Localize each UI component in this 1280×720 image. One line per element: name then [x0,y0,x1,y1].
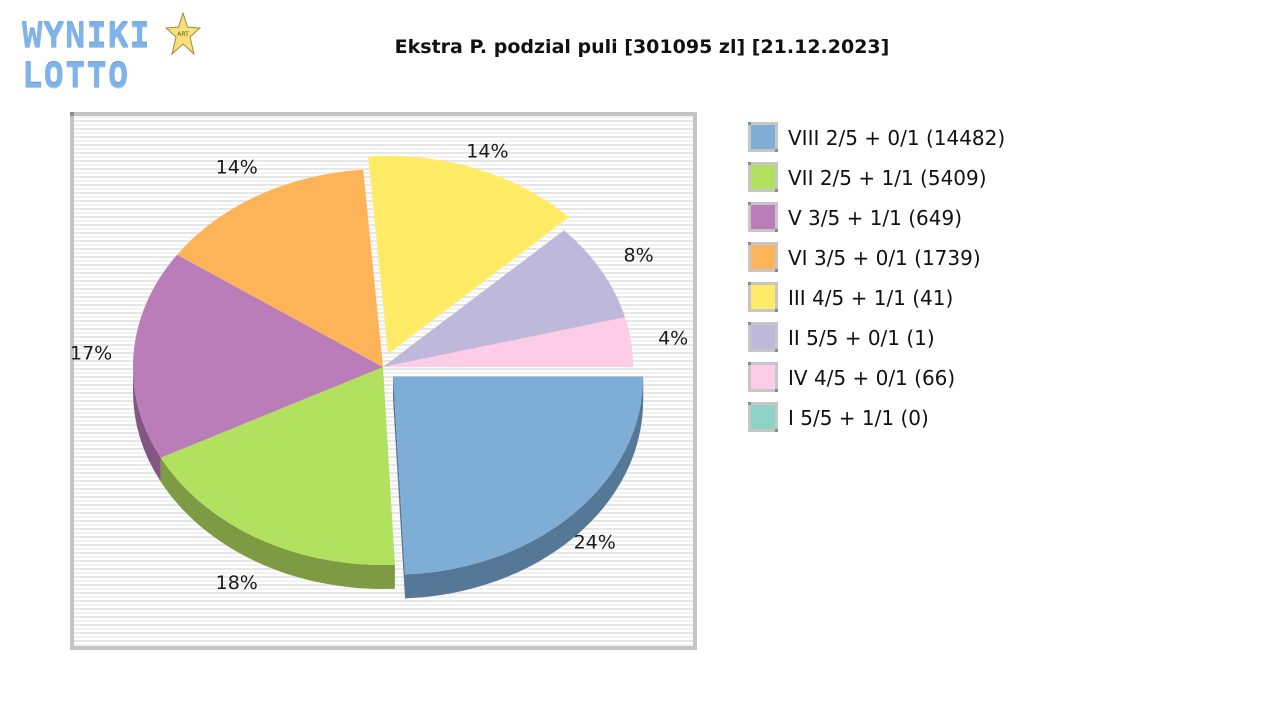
legend-swatch [748,162,778,192]
legend-swatch [748,122,778,152]
legend-swatch [748,362,778,392]
legend-label: IV 4/5 + 0/1 (66) [788,366,956,390]
pie-slice [383,230,625,367]
pie-slice [160,367,395,565]
pie-slice-side [160,457,395,589]
pie-slice [383,317,633,367]
pie-percent-label: 17% [70,342,112,364]
legend-label: III 4/5 + 1/1 (41) [788,286,954,310]
pie-percent-labels: 24% 18% 17% 14% 14% 8% 4% [70,141,688,594]
legend-label: II 5/5 + 0/1 (1) [788,326,935,350]
legend-swatch [748,282,778,312]
pie-slices [133,155,644,575]
chart-title: Ekstra P. podzial puli [301095 zl] [21.1… [394,36,890,58]
pie-percent-label: 4% [658,328,688,350]
legend-swatch [748,202,778,232]
pie-percent-label: 14% [216,156,258,178]
legend-label: I 5/5 + 1/1 (0) [788,406,929,430]
logo-text: WYNIKI LOTTO [22,16,151,96]
legend-swatch [748,322,778,352]
pie-slice-side [133,367,161,482]
pie-percent-label: 18% [216,572,258,594]
legend-label: VII 2/5 + 1/1 (5409) [788,166,987,190]
pie-slice-side [405,376,644,599]
pie-percent-label: 14% [466,141,508,163]
pie-plot-area: 24% 18% 17% 14% 14% 8% 4% [70,112,697,650]
star-icon: ART [165,12,201,56]
pie-slice [368,155,569,354]
legend-swatch [748,402,778,432]
pie-percent-label: 24% [574,531,616,553]
legend-label: VIII 2/5 + 0/1 (14482) [788,126,1006,150]
pie-slice [393,376,644,575]
legend-label: V 3/5 + 1/1 (649) [788,206,963,230]
legend-swatch [748,242,778,272]
wyniki-lotto-logo: WYNIKI LOTTO ART [22,12,242,96]
legend-label: VI 3/5 + 0/1 (1739) [788,246,981,270]
svg-text:ART: ART [177,31,189,38]
pie-slice [133,254,383,458]
pie-percent-label: 8% [624,244,654,266]
pie-slice [177,169,383,367]
